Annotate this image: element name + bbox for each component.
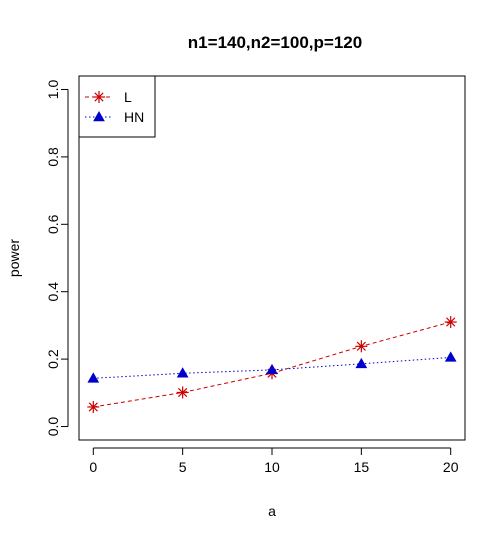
x-tick-label: 10 <box>264 459 280 475</box>
series-l-point <box>176 386 189 399</box>
asterisk-stroke <box>94 92 104 102</box>
legend-item-hn: HN <box>85 109 144 125</box>
chart-title: n1=140,n2=100,p=120 <box>188 33 362 52</box>
series-hn-point <box>266 363 278 375</box>
series-hn-point <box>444 351 457 362</box>
legend-box <box>78 75 156 138</box>
series-l-point <box>87 400 100 413</box>
asterisk-stroke <box>356 341 366 351</box>
x-tick-label: 15 <box>354 459 370 475</box>
y-tick-label: 0.2 <box>45 349 61 369</box>
legend: L HN <box>78 75 156 138</box>
y-tick-label: 0.6 <box>45 214 61 234</box>
y-axis: 0.0 0.2 0.4 0.6 0.8 1.0 <box>45 80 69 437</box>
x-tick-label: 5 <box>179 459 187 475</box>
x-axis-title: a <box>268 503 276 519</box>
asterisk-stroke <box>88 402 98 412</box>
asterisk-stroke <box>178 387 188 398</box>
legend-label-hn: HN <box>124 109 144 125</box>
y-tick-label: 1.0 <box>45 80 61 100</box>
legend-swatch-marker <box>93 110 105 122</box>
series-hn-point <box>87 372 100 383</box>
y-tick-label: 0.0 <box>45 417 61 437</box>
series-l-point <box>355 340 368 353</box>
y-axis-title: power <box>6 239 22 277</box>
series-hn-point <box>176 367 189 378</box>
plot-frame <box>78 75 466 441</box>
series-hn <box>87 351 457 383</box>
asterisk-stroke <box>446 317 456 327</box>
series-hn-point <box>355 357 368 369</box>
legend-item-l: L <box>85 89 132 105</box>
x-tick-label: 0 <box>89 459 97 475</box>
series-l-point <box>444 316 457 329</box>
legend-label-l: L <box>124 89 132 105</box>
y-tick-label: 0.8 <box>45 147 61 167</box>
series-layer <box>87 316 457 413</box>
x-tick-label: 20 <box>443 459 459 475</box>
legend-swatch-marker <box>93 91 105 103</box>
x-axis: 0 5 10 15 20 <box>89 447 459 475</box>
y-tick-label: 0.4 <box>45 282 61 302</box>
